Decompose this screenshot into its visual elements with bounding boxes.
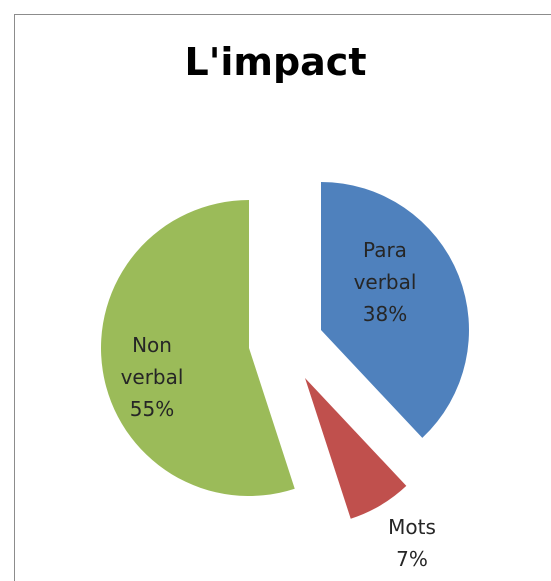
pie-slice: [101, 200, 295, 497]
category-label: Para verbal: [353, 238, 417, 294]
chart-title: L'impact: [184, 40, 367, 84]
category-label: Non verbal: [120, 333, 184, 389]
pie-slice: [305, 378, 407, 519]
value-label: 55%: [129, 397, 175, 421]
category-label: Mots: [388, 515, 436, 539]
pie-slice: [321, 182, 469, 438]
slice-label: Non verbal 55%: [121, 329, 184, 425]
chart-border: [14, 14, 551, 581]
slice-label: Para verbal 38%: [354, 234, 417, 330]
value-label: 38%: [362, 302, 408, 326]
value-label: 7%: [396, 547, 428, 571]
slice-label: Mots 7%: [388, 511, 436, 575]
